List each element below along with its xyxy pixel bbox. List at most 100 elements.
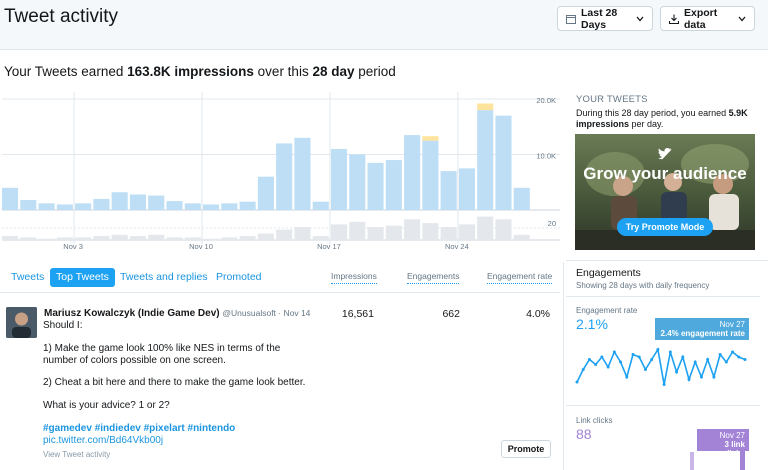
tweet-text-line: Should I:: [43, 320, 83, 331]
engagements-bar: [349, 221, 366, 240]
engagement-rate-point: [737, 355, 741, 359]
impressions-bar: [20, 200, 37, 210]
engagement-rate-point: [706, 358, 710, 361]
tab-tweets[interactable]: Tweets: [11, 271, 45, 283]
column-engagements[interactable]: Engagements: [407, 271, 460, 284]
engagement-rate-point: [581, 368, 585, 371]
engagements-panel: Engagements Showing 28 days with daily f…: [576, 267, 760, 290]
tweet-text-line: number of colors possible on one screen.: [43, 355, 226, 366]
tweet-row[interactable]: Mariusz Kowalczyk (Indie Game Dev) @Unus…: [0, 300, 560, 470]
tweet-engagements: 662: [442, 308, 460, 320]
engagements-bar: [38, 238, 55, 240]
impressions-bar: [129, 194, 147, 210]
engagements-divider: [566, 296, 760, 297]
engagements-bar: [330, 224, 348, 240]
link-clicks-bars: [690, 450, 745, 470]
engagement-rate-point: [718, 353, 722, 356]
calendar-icon: [566, 14, 576, 24]
impressions-bar: [111, 192, 128, 210]
impressions-bar: [257, 176, 274, 210]
link-clicks-tooltip: Nov 27 3 link clicks: [697, 429, 749, 458]
tab-tweets-and-replies[interactable]: Tweets and replies: [120, 271, 208, 283]
engagement-rate-line: [576, 347, 746, 385]
engagement-rate-point: [656, 348, 660, 351]
engagement-rate-value: 2.1%: [576, 316, 608, 332]
engagements-bar: [513, 234, 530, 240]
engagement-rate-point: [612, 350, 616, 354]
chevron-down-icon: [738, 16, 746, 21]
impressions-summary: Your Tweets earned 163.8K impressions ov…: [4, 64, 396, 79]
engagement-rate-point: [606, 365, 610, 369]
impressions-bar: [56, 204, 73, 210]
engagement-rate-point: [643, 368, 647, 371]
tab-top-tweets[interactable]: Top Tweets: [50, 268, 115, 287]
engagements-bar: [20, 237, 37, 240]
engagements-bar: [56, 237, 73, 240]
impressions-bar: [422, 140, 439, 210]
engagement-rate-point: [631, 353, 635, 356]
engagement-rate-point: [699, 375, 703, 379]
y-tick-label: 20: [548, 219, 556, 228]
impressions-bar: [148, 195, 165, 210]
view-tweet-activity-link[interactable]: View Tweet activity: [43, 450, 111, 459]
your-tweets-label: YOUR TWEETS: [576, 94, 648, 105]
link-clicks-value: 88: [576, 426, 592, 442]
engagements-bar: [367, 227, 384, 240]
engagements-bar: [440, 227, 457, 240]
impressions-bar: [93, 198, 110, 210]
engagement-rate-point: [619, 360, 623, 364]
export-data-button[interactable]: Export data: [660, 6, 755, 31]
engagements-bar: [276, 229, 293, 240]
engagements-bar: [184, 237, 201, 240]
engagement-rate-tooltip: Nov 27 2.4% engagement rate: [655, 318, 749, 340]
tweet-text-line: 1) Make the game look 100% like NES in t…: [43, 343, 281, 354]
engagement-rate-sparkline: [575, 347, 747, 386]
engagements-bar: [148, 234, 165, 240]
engagements-bar: [257, 233, 274, 240]
tweet-hashtags[interactable]: #gamedev #indiedev #pixelart #nintendo: [43, 423, 236, 434]
engagement-rate-label: Engagement rate: [576, 306, 638, 315]
tweet-tabs: Tweets Top Tweets Tweets and replies Pro…: [0, 268, 560, 288]
impressions-bar: [239, 201, 256, 210]
column-impressions[interactable]: Impressions: [331, 271, 377, 284]
date-range-label: Last 28 Days: [581, 6, 618, 31]
link-clicks-bar: [690, 452, 694, 470]
engagement-rate-point: [724, 360, 728, 364]
engagements-bar: [312, 236, 329, 240]
impressions-bar: [75, 203, 92, 210]
promote-button[interactable]: Promote: [501, 440, 551, 458]
impressions-bar: [294, 137, 311, 210]
engagement-rate-point: [743, 358, 747, 361]
try-promote-mode-button[interactable]: Try Promote Mode: [617, 218, 713, 236]
avatar: [6, 307, 37, 338]
impressions-bar: [330, 148, 348, 210]
engagements-subtitle: Showing 28 days with daily frequency: [576, 281, 710, 290]
engagement-rate-point: [675, 370, 679, 374]
twitter-bird-icon: [658, 148, 672, 160]
engagements-bar: [477, 216, 494, 240]
column-engagement-rate[interactable]: Engagement rate: [487, 271, 553, 284]
export-data-label: Export data: [684, 6, 718, 31]
engagements-bar: [422, 223, 439, 240]
x-tick-label: Nov 17: [317, 242, 341, 250]
engagements-title: Engagements: [576, 267, 641, 279]
tweet-text-line: 2) Cheat a bit here and there to make th…: [43, 377, 306, 388]
tabs-divider: [0, 292, 560, 293]
impressions-chart: Nov 3 Nov 10 Nov 17 Nov 24 20.0K 10.0K 20: [0, 92, 560, 250]
date-range-button[interactable]: Last 28 Days: [557, 6, 653, 31]
engagements-bar: [385, 225, 402, 240]
x-tick-label: Nov 3: [63, 242, 83, 250]
tweet-link[interactable]: pic.twitter.com/Bd64Vkb00j: [43, 435, 164, 446]
engagements-bar: [93, 236, 110, 240]
engagement-rate-point: [575, 380, 579, 384]
promo-title: Grow your audience: [583, 164, 747, 183]
tweet-text-line: What is your advice? 1 or 2?: [43, 400, 170, 411]
promo-card[interactable]: Grow your audience Try Promote Mode: [575, 134, 755, 250]
link-clicks-bar: [740, 450, 745, 470]
engagement-rate-point: [600, 355, 604, 359]
impressions-bar: [367, 162, 384, 210]
your-tweets-desc: During this 28 day period, you earned 5.…: [576, 108, 748, 129]
tab-promoted[interactable]: Promoted: [216, 271, 262, 283]
tweet-handle: @Unusualsoft · Nov 14: [222, 308, 311, 318]
impressions-bar: [38, 203, 55, 210]
